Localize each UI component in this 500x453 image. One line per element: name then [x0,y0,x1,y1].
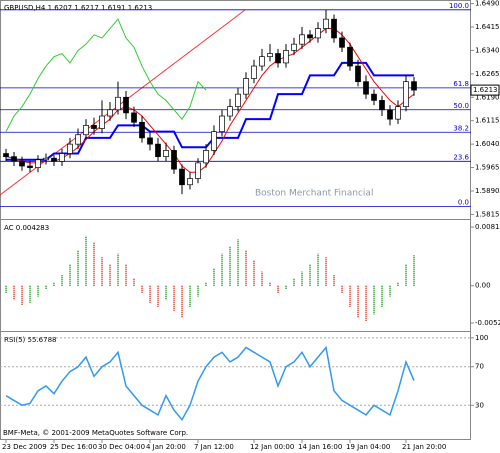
indicator-value: 55.6788 [28,336,57,344]
y-tick-label: -0.00520 [475,319,500,327]
candle-body [219,115,225,132]
candle-body [171,150,177,170]
chart-title: GBPUSD,H4 1.6207 1.6217 1.6191 1.6213 [4,4,152,12]
candle-body [11,156,17,162]
y-tick-label: 1.5890 [475,187,500,195]
current-price: 1.6213 [473,86,498,94]
candle-body [59,153,65,162]
candle-body [403,81,409,108]
candle-body [179,168,185,186]
candle-body [331,18,337,39]
candle-body [371,93,377,101]
candle-body [91,125,97,129]
x-tick-label: 30 Dec 04:00 [98,443,145,451]
panel-title: RSI(5) 55.6788 [4,336,56,344]
y-tick-label: 1.6415 [475,23,500,31]
x-tick-label: 23 Dec 2009 [2,443,47,451]
fibo-label: 61.8 [453,80,469,88]
y-tick-label: 70 [475,363,484,371]
candle-body [147,137,153,145]
y-tick-label: 1.6040 [475,140,500,148]
candle-body [347,46,353,67]
indicator-name: RSI(5) [4,336,26,344]
indicator-name: AC [4,224,14,232]
y-tick-label: 1.6115 [475,117,500,125]
candle-body [339,37,345,48]
fibo-label: 0.0 [458,199,469,207]
copyright: BMF-Meta, © 2001-2009 MetaQuotes Softwar… [3,429,188,437]
y-tick-label: 100 [475,334,488,342]
candle-body [123,96,129,114]
candle-body [251,65,257,79]
candle-body [363,81,369,95]
candle-body [75,134,81,145]
candle-body [27,165,33,168]
candle-body [67,143,73,154]
candle-body [3,153,9,157]
candle-body [99,115,105,129]
candle-body [275,53,281,64]
y-tick-label: 1.6190 [475,93,500,101]
candle-body [131,112,137,123]
candle-body [227,106,233,117]
candle-body [83,125,89,136]
candle-body [259,56,265,67]
candle-body [411,81,417,91]
y-tick-label: 1.6340 [475,46,500,54]
price-box [470,84,500,96]
x-tick-label: 25 Dec 16:00 [50,443,97,451]
watermark: Boston Merchant Financial [255,189,373,199]
y-tick-label: 0.00 [475,282,491,290]
candle-body [203,150,209,164]
candle-body [355,65,361,83]
candle-body [267,53,273,58]
panel-title: AC 0.004283 [4,224,49,232]
fibo-label: 50.0 [453,102,469,110]
x-tick-label: 4 Jan 20:00 [146,443,186,451]
candle-body [107,109,113,117]
candle-body [115,96,121,111]
candle-body [307,34,313,39]
candle-body [211,131,217,151]
candle-body [19,160,25,167]
x-tick-label: 12 Jan 00:00 [250,443,294,451]
indicator-line [6,61,414,161]
rsi-line [5,345,415,422]
candle-body [51,157,57,162]
y-tick-label: 30 [475,401,484,409]
candle-body [299,34,305,45]
y-tick-label: 1.6490 [475,0,500,8]
x-tick-label: 21 Jan 20:00 [402,443,446,451]
y-tick-label: 0.00819 [475,223,500,231]
fibo-label: 100.0 [449,2,469,10]
candle-body [291,43,297,51]
candle-body [139,121,145,139]
candle-body [315,28,321,39]
y-tick-label: 1.5965 [475,164,500,172]
candle-body [395,106,401,120]
x-tick-label: 7 Jan 12:00 [194,443,234,451]
candle-body [43,157,49,161]
indicator-value: 0.004283 [16,224,49,232]
y-tick-label: 1.5815 [475,210,500,218]
candle-body [35,159,41,168]
fibo-label: 23.6 [453,153,469,161]
candle-body [163,150,169,157]
x-tick-label: 19 Jan 04:00 [346,443,390,451]
candle-body [187,178,193,186]
fibo-label: 38.2 [453,124,469,132]
candle-body [379,100,385,111]
indicator-line [5,18,207,132]
y-tick-label: 1.6265 [475,70,500,78]
candle-body [243,78,249,95]
indicator-line [5,28,415,173]
candle-body [283,50,289,64]
candle-body [387,109,393,120]
candle-body [155,143,161,157]
x-tick-label: 14 Jan 16:00 [298,443,342,451]
candle-body [323,18,329,29]
candle-body [235,93,241,108]
candle-body [195,162,201,179]
